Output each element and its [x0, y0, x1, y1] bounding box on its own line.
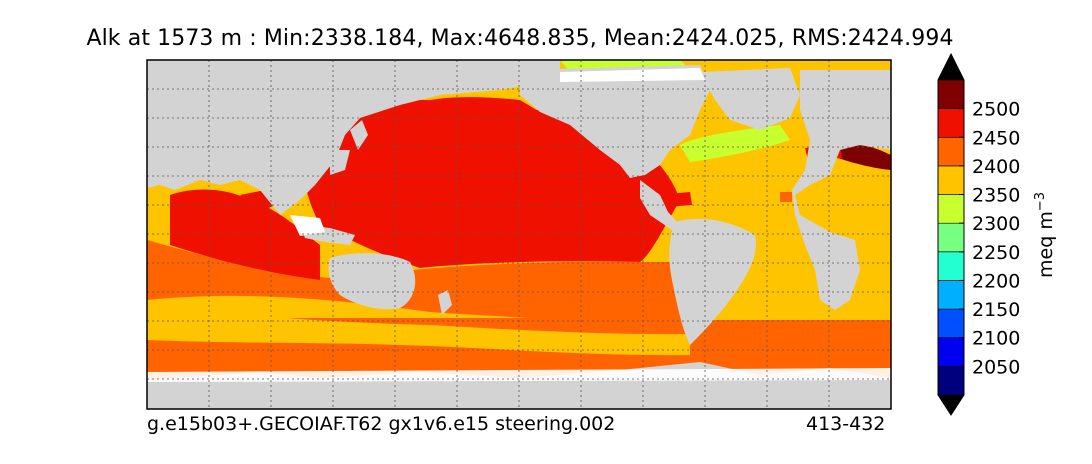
- indian-red-region: [170, 189, 320, 280]
- colorbar-segment: [937, 108, 965, 138]
- colorbar-segment: [937, 194, 965, 224]
- mediterranean-dark: [838, 145, 891, 170]
- canary-spot: [780, 192, 792, 202]
- map-title: Alk at 1573 m : Min:2338.184, Max:4648.8…: [86, 26, 954, 51]
- land-south-america: [669, 218, 756, 345]
- colorbar-segment: [937, 280, 965, 310]
- land-australia: [328, 253, 416, 310]
- colorbar-tick-label: 2400: [972, 156, 1020, 178]
- colorbar-ticks: 2050 2100 2150 2200 2250 2300 2350 2400 2450 2500: [959, 99, 1020, 378]
- nordic-green: [680, 125, 790, 162]
- grid-lines: [147, 60, 891, 409]
- colorbar-segment: [937, 366, 965, 396]
- white-ice-arctic: [560, 68, 705, 82]
- colorbar-segment: [937, 308, 965, 339]
- greenland-strip: [770, 62, 891, 70]
- colorbar-segment: [937, 222, 965, 253]
- white-indonesia: [290, 215, 325, 236]
- land-greenland: [700, 68, 800, 130]
- colorbar-tick-label: 2200: [972, 270, 1020, 292]
- colorbar-segments: [937, 52, 965, 416]
- colorbar-tick-label: 2250: [972, 242, 1020, 264]
- colorbar-segment: [937, 337, 965, 367]
- colorbar-extend-low: [938, 395, 964, 415]
- colorbar-tick-label: 2100: [972, 328, 1020, 350]
- colorbar-label: meq m−3: [1033, 192, 1057, 278]
- land-new-zealand: [438, 290, 452, 315]
- colorbar-tick-label: 2150: [972, 299, 1020, 321]
- years-label: 413-432: [806, 413, 886, 435]
- colorbar-segment: [937, 136, 965, 167]
- map-frame: [146, 59, 892, 410]
- colorbar-segment: [937, 79, 965, 109]
- southern-band-yellow: [147, 300, 690, 356]
- pacific-red-region: [303, 100, 680, 268]
- colorbar-tick-label: 2350: [972, 185, 1020, 207]
- land-europe-africa: [792, 70, 891, 310]
- colorbar-segment: [937, 165, 965, 195]
- case-name-label: g.e15b03+.GECOIAF.T62 gx1v6.e15 steering…: [147, 413, 616, 435]
- colorbar-tick-label: 2050: [972, 356, 1020, 378]
- colorbar-tick-label: 2450: [972, 127, 1020, 149]
- land-north-america: [520, 65, 710, 178]
- colorbar-outline: [937, 52, 965, 416]
- colorbar-segment: [937, 251, 965, 281]
- land-china-coast: [330, 150, 350, 175]
- land-central-america: [640, 180, 680, 230]
- land-japan: [350, 120, 368, 150]
- pacific-red-north: [405, 97, 540, 115]
- colorbar-label-exponent: −3: [1033, 192, 1048, 211]
- land-eurasia: [147, 60, 560, 215]
- colorbar-tick-label: 2500: [972, 99, 1020, 121]
- colorbar-tick-label: 2300: [972, 213, 1020, 235]
- caribbean-red: [655, 192, 692, 208]
- colorbar-extend-high: [938, 54, 964, 80]
